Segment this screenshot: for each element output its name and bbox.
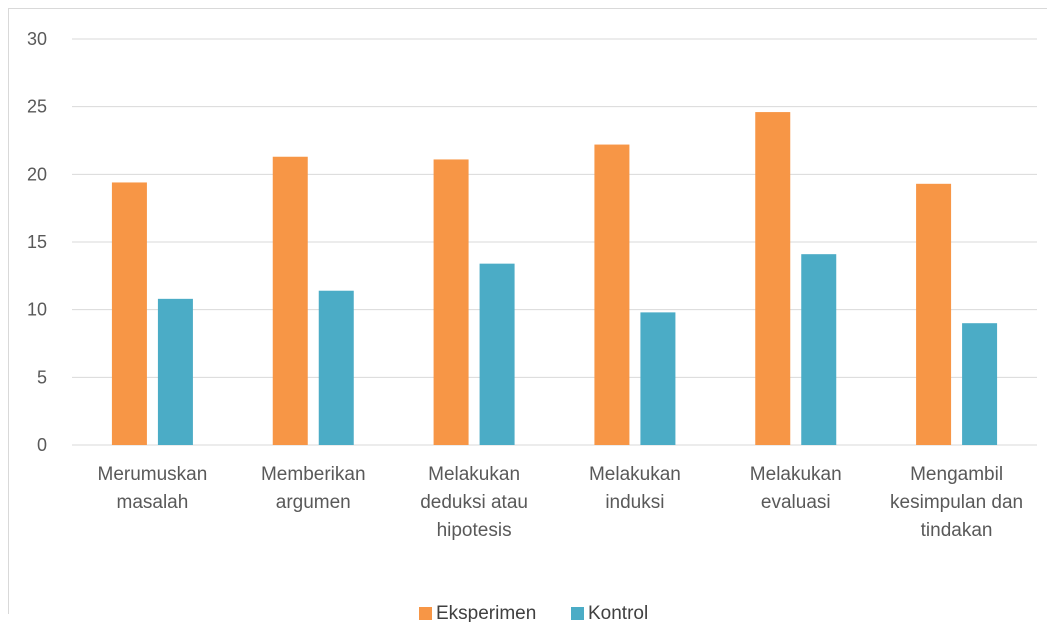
x-category-label: tindakan <box>921 520 993 541</box>
chart-border <box>8 8 1047 614</box>
x-category-label: evaluasi <box>761 492 831 513</box>
y-tick-label: 10 <box>27 300 47 320</box>
bar-eksperimen-5 <box>755 112 791 445</box>
x-category-label: kesimpulan dan <box>890 492 1023 513</box>
y-tick-label: 30 <box>27 29 47 49</box>
y-tick-label: 5 <box>37 367 47 387</box>
x-category-label: Merumuskan <box>98 464 208 485</box>
bar-kontrol-5 <box>801 254 837 445</box>
bar-kontrol-4 <box>640 312 676 445</box>
legend-swatch-kontrol <box>571 607 584 620</box>
bar-eksperimen-3 <box>433 159 469 446</box>
x-category-label: Melakukan <box>428 464 520 485</box>
y-tick-label: 25 <box>27 97 47 117</box>
x-category-label: Memberikan <box>261 464 366 485</box>
bars <box>111 112 998 446</box>
x-axis: Merumuskan masalah Memberikan argumen Melaku… <box>98 464 1024 541</box>
legend-swatch-eksperimen <box>419 607 432 620</box>
x-category-label: Mengambil <box>910 464 1003 485</box>
bar-kontrol-1 <box>157 298 193 445</box>
bar-kontrol-6 <box>962 323 998 445</box>
bar-eksperimen-2 <box>272 156 308 446</box>
bar-kontrol-3 <box>479 263 515 445</box>
bar-eksperimen-6 <box>916 183 952 445</box>
bar-kontrol-2 <box>318 290 354 445</box>
x-category-label: hipotesis <box>437 520 512 541</box>
x-category-label: argumen <box>276 492 351 513</box>
legend-label-kontrol: Kontrol <box>588 603 648 622</box>
x-category-label: Melakukan <box>750 464 842 485</box>
legend-label-eksperimen: Eksperimen <box>436 603 536 622</box>
x-category-label: Melakukan <box>589 464 681 485</box>
x-category-label: deduksi atau <box>420 492 528 513</box>
gridlines <box>72 38 1037 446</box>
y-tick-label: 20 <box>27 164 47 184</box>
bar-eksperimen-4 <box>594 144 630 445</box>
legend: Eksperimen Kontrol <box>419 603 648 622</box>
x-category-label: masalah <box>117 492 189 513</box>
x-category-label: induksi <box>605 492 664 513</box>
bar-eksperimen-1 <box>111 182 147 445</box>
y-axis: 0 5 10 15 20 25 30 <box>27 29 47 455</box>
y-tick-label: 0 <box>37 435 47 455</box>
y-tick-label: 15 <box>27 232 47 252</box>
